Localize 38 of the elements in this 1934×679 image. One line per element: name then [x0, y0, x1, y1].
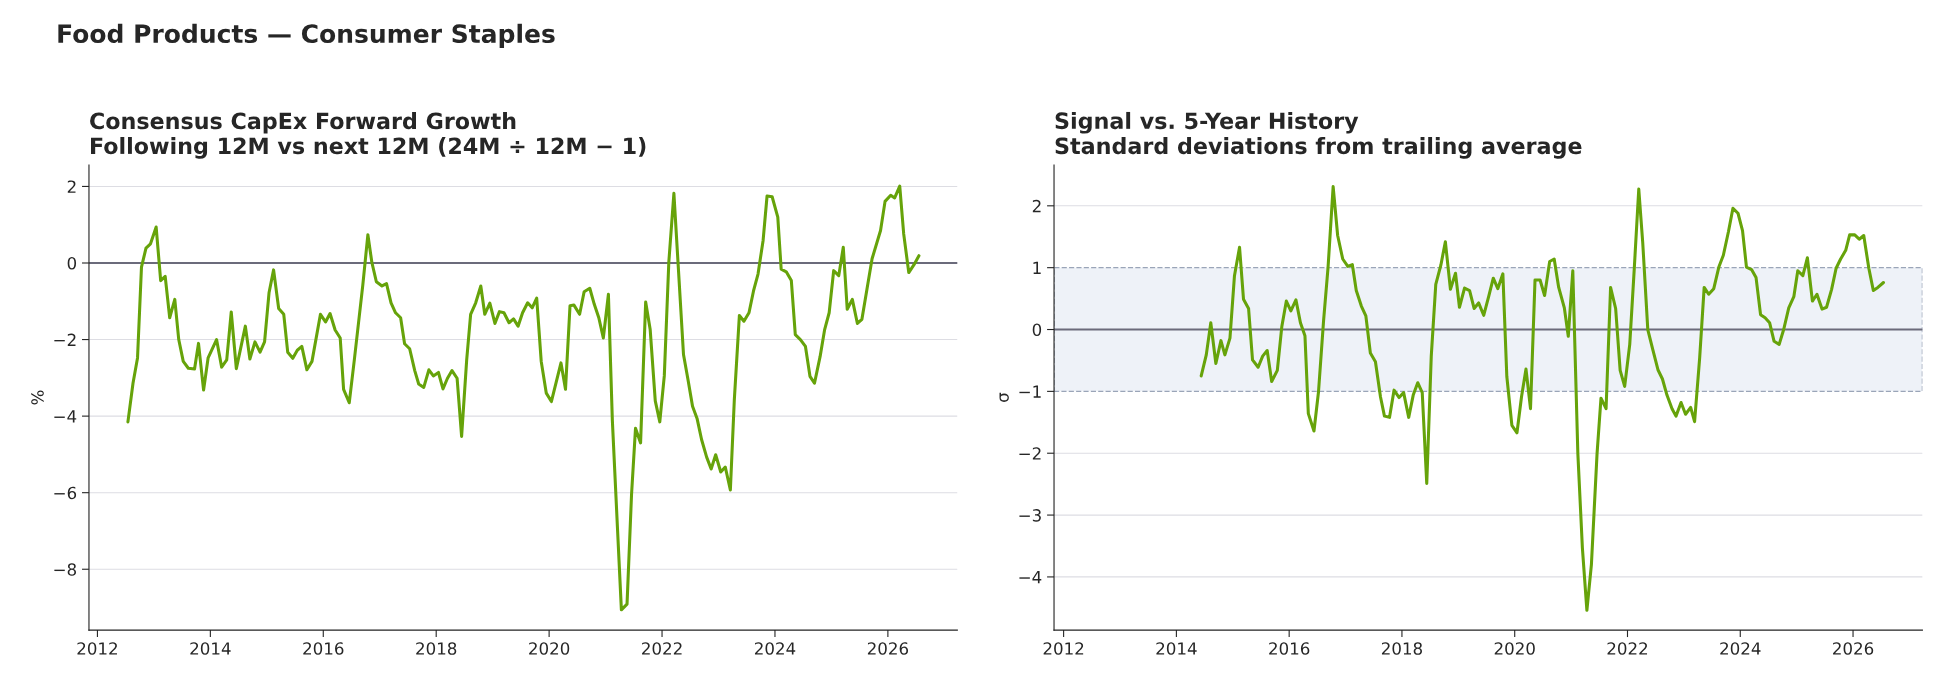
x-tick-label: 2014 — [190, 642, 231, 655]
y-tick-label: −4 — [54, 410, 77, 423]
y-tick-label: −4 — [1019, 571, 1042, 584]
y-tick-label: −2 — [54, 333, 76, 346]
y-tick-label: 0 — [1032, 323, 1042, 337]
chart-title: Signal vs. 5-Year History — [1055, 111, 1359, 134]
chart-subtitle: Standard deviations from trailing average — [1055, 137, 1582, 159]
chart-title: Consensus CapEx Forward Growth — [90, 112, 516, 134]
text: Food Products — Consumer Staples — [58, 23, 555, 48]
chart-subtitle: Following 12M vs next 12M (24M ÷ 12M − 1) — [91, 137, 646, 159]
x-tick-label: 2024 — [754, 642, 796, 655]
x-tick-label: 2018 — [416, 642, 457, 655]
x-tick-label: 2026 — [867, 642, 909, 655]
x-tick-label: 2014 — [1156, 642, 1197, 655]
y-tick-label: −3 — [1019, 509, 1041, 522]
x-tick-label: 2020 — [1494, 642, 1535, 655]
x-tick-label: 2012 — [77, 642, 117, 655]
y-tick-label: −6 — [54, 486, 77, 500]
x-tick-label: 2018 — [1381, 642, 1423, 655]
y-tick-label: 2 — [1032, 199, 1041, 213]
y-tick-label: 2 — [67, 180, 76, 193]
x-tick-label: 2012 — [1043, 642, 1084, 655]
x-tick-label: 2024 — [1720, 642, 1761, 655]
y-tick-label: 0 — [67, 256, 77, 270]
y-tick-label: 1 — [1033, 261, 1041, 274]
x-tick-label: 2022 — [1607, 642, 1648, 655]
x-tick-label: 2016 — [1269, 642, 1310, 655]
y-axis-title: % — [31, 390, 44, 405]
x-tick-label: 2020 — [529, 642, 570, 655]
x-tick-label: 2016 — [303, 642, 344, 655]
x-tick-label: 2022 — [642, 642, 682, 655]
x-tick-label: 2026 — [1833, 642, 1874, 655]
y-tick-label: −2 — [1019, 447, 1041, 460]
line-series — [1199, 185, 1886, 612]
y-tick-label: −8 — [54, 563, 77, 576]
y-tick-label: −1 — [1019, 385, 1041, 398]
y-axis-title: σ — [999, 392, 1009, 402]
line-series — [126, 184, 921, 612]
